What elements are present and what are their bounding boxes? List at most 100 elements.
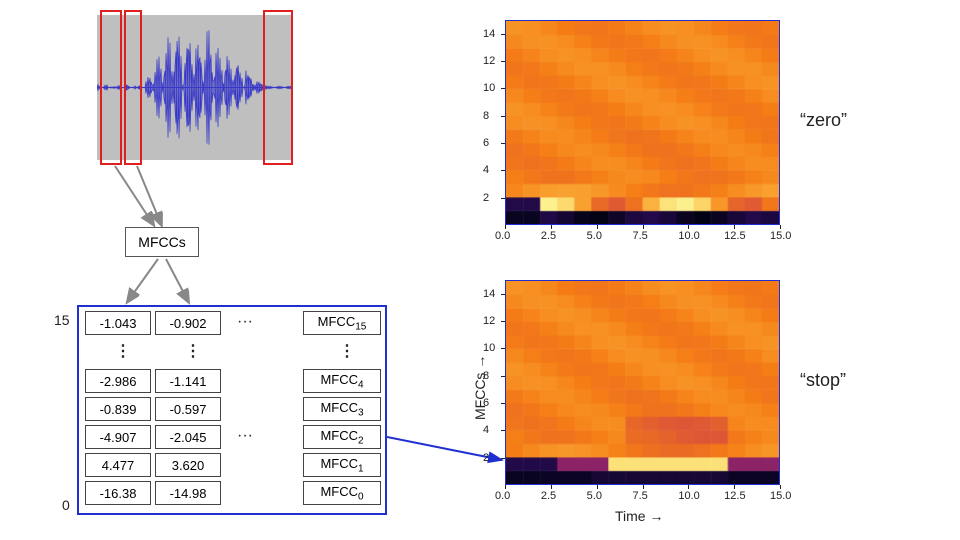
cell-mfcc: MFCC1 xyxy=(320,456,363,475)
xtick-label: 0.0 xyxy=(495,490,510,502)
tick xyxy=(501,170,505,171)
table-cell: -14.98 xyxy=(155,481,221,505)
table-index-15: 15 xyxy=(54,312,70,328)
ytick-label: 14 xyxy=(483,288,495,300)
table-cell: 3.620 xyxy=(155,453,221,477)
cell-val: -2.986 xyxy=(100,374,137,389)
ytick-label: 4 xyxy=(483,424,489,436)
tick xyxy=(501,294,505,295)
cell-mfcc: MFCC2 xyxy=(320,428,363,447)
xtick-label: 15.0 xyxy=(770,490,791,502)
cell-val: -2.045 xyxy=(170,430,207,445)
cell-mfcc: MFCC0 xyxy=(320,484,363,503)
hdots: ··· xyxy=(237,313,253,331)
mfcc-text: MFCC xyxy=(320,428,358,443)
table-cell: -2.045 xyxy=(155,425,221,449)
hdots: ··· xyxy=(237,427,253,445)
mfcc-sub: 2 xyxy=(358,435,364,446)
xtick-label: 15.0 xyxy=(770,230,791,242)
tick xyxy=(688,225,689,229)
ytick-label: 10 xyxy=(483,342,495,354)
tick xyxy=(597,485,598,489)
ytick-label: 8 xyxy=(483,110,489,122)
ytick-label: 10 xyxy=(483,82,495,94)
mfcc-sub: 4 xyxy=(358,379,364,390)
table-cell: MFCC1 xyxy=(303,453,381,477)
heatmap-stop xyxy=(505,280,780,485)
xtick-label: 2.5 xyxy=(541,230,556,242)
table-cell: MFCC2 xyxy=(303,425,381,449)
highlight-frame-3 xyxy=(263,10,293,165)
cell-val: -14.98 xyxy=(170,486,207,501)
cell-val: -4.907 xyxy=(100,430,137,445)
ytick-label: 12 xyxy=(483,55,495,67)
table-cell: MFCC0 xyxy=(303,481,381,505)
xtick-label: 5.0 xyxy=(587,490,602,502)
table-cell: -2.986 xyxy=(85,369,151,393)
mfcc-sub: 15 xyxy=(355,321,366,332)
vdots: ⋮ xyxy=(339,341,355,361)
xtick-label: 10.0 xyxy=(678,230,699,242)
xtick-label: 12.5 xyxy=(724,490,745,502)
ytick-label: 8 xyxy=(483,370,489,382)
highlight-frame-1 xyxy=(100,10,122,165)
ytick-label: 4 xyxy=(483,164,489,176)
cell-mfcc: MFCC15 xyxy=(318,314,367,333)
tick xyxy=(551,485,552,489)
cell-val: -1.043 xyxy=(100,316,137,331)
table-cell: -1.141 xyxy=(155,369,221,393)
tick xyxy=(505,485,506,489)
ytick-label: 14 xyxy=(483,28,495,40)
tick xyxy=(734,485,735,489)
arrow-wave-to-mfcc xyxy=(95,158,205,230)
tick xyxy=(501,116,505,117)
tick xyxy=(780,225,781,229)
mfcc-table: -1.043 -0.902 ··· MFCC15 ⋮ ⋮ ⋮ -2.986 -1… xyxy=(77,305,387,515)
cell-val: 4.477 xyxy=(102,458,135,473)
axis-mfccs: MFCCs → xyxy=(472,355,488,420)
table-cell: -0.839 xyxy=(85,397,151,421)
vdots: ⋮ xyxy=(185,341,201,361)
xtick-label: 12.5 xyxy=(724,230,745,242)
heatmap-stop-canvas xyxy=(506,281,779,484)
tick xyxy=(643,225,644,229)
ytick-label: 6 xyxy=(483,397,489,409)
table-cell: -1.043 xyxy=(85,311,151,335)
ytick-label: 12 xyxy=(483,315,495,327)
xtick-label: 7.5 xyxy=(633,490,648,502)
tick xyxy=(551,225,552,229)
mfcc-text: MFCC xyxy=(320,400,358,415)
ytick-label: 2 xyxy=(483,192,489,204)
tick xyxy=(734,225,735,229)
mfcc-sub: 0 xyxy=(358,491,364,502)
table-index-0: 0 xyxy=(62,497,70,513)
cell-val: -0.597 xyxy=(170,402,207,417)
tick xyxy=(501,198,505,199)
xtick-label: 2.5 xyxy=(541,490,556,502)
tick xyxy=(501,458,505,459)
label-zero: “zero” xyxy=(800,110,847,131)
tick xyxy=(688,485,689,489)
ytick-label: 6 xyxy=(483,137,489,149)
table-cell: MFCC4 xyxy=(303,369,381,393)
table-cell: MFCC15 xyxy=(303,311,381,335)
table-cell: MFCC3 xyxy=(303,397,381,421)
mfcc-label: MFCCs xyxy=(138,234,185,250)
table-cell: -0.902 xyxy=(155,311,221,335)
table-cell: 4.477 xyxy=(85,453,151,477)
cell-val: -0.839 xyxy=(100,402,137,417)
cell-mfcc: MFCC3 xyxy=(320,400,363,419)
table-cell: -16.38 xyxy=(85,481,151,505)
cell-val: -16.38 xyxy=(100,486,137,501)
tick xyxy=(501,88,505,89)
cell-mfcc: MFCC4 xyxy=(320,372,363,391)
table-cell: -4.907 xyxy=(85,425,151,449)
xtick-label: 0.0 xyxy=(495,230,510,242)
cell-val: -0.902 xyxy=(170,316,207,331)
xtick-label: 5.0 xyxy=(587,230,602,242)
mfcc-text: MFCC xyxy=(320,372,358,387)
tick xyxy=(501,321,505,322)
vdots: ⋮ xyxy=(115,341,131,361)
mfcc-processor-box: MFCCs xyxy=(125,227,199,257)
xtick-label: 10.0 xyxy=(678,490,699,502)
